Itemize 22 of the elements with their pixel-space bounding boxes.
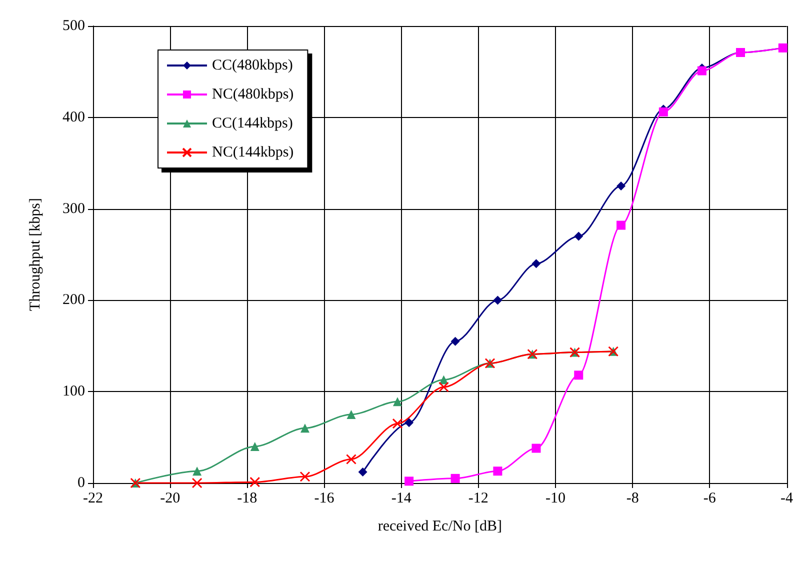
x-tick-label: -18 [237,490,258,506]
x-tick-label: -10 [546,490,566,506]
x-tick-label: -14 [391,490,412,506]
x-tick-label: -20 [160,490,180,506]
x-tick-label: -8 [626,490,639,506]
x-tick-label: -16 [314,490,335,506]
y-tick-label: 500 [62,18,85,34]
x-tick-label: -4 [780,490,794,506]
y-axis-title: Throughput [kbps] [28,198,44,311]
x-axis-title: received Ec/No [dB] [378,518,502,534]
legend-label: CC(480kbps) [212,58,293,74]
legend-label: NC(480kbps) [212,86,294,102]
y-tick-label: 400 [62,109,85,126]
y-tick-label: 300 [62,200,85,217]
x-tick-label: -6 [703,490,716,506]
y-tick-label: 200 [62,292,85,308]
x-tick-label: -22 [83,490,103,506]
y-tick-label: 100 [62,384,85,400]
legend-label: CC(144kbps) [212,116,293,132]
legend-label: NC(144kbps) [212,144,294,160]
y-tick-label: 0 [78,475,85,491]
x-tick-label: -12 [468,490,488,506]
